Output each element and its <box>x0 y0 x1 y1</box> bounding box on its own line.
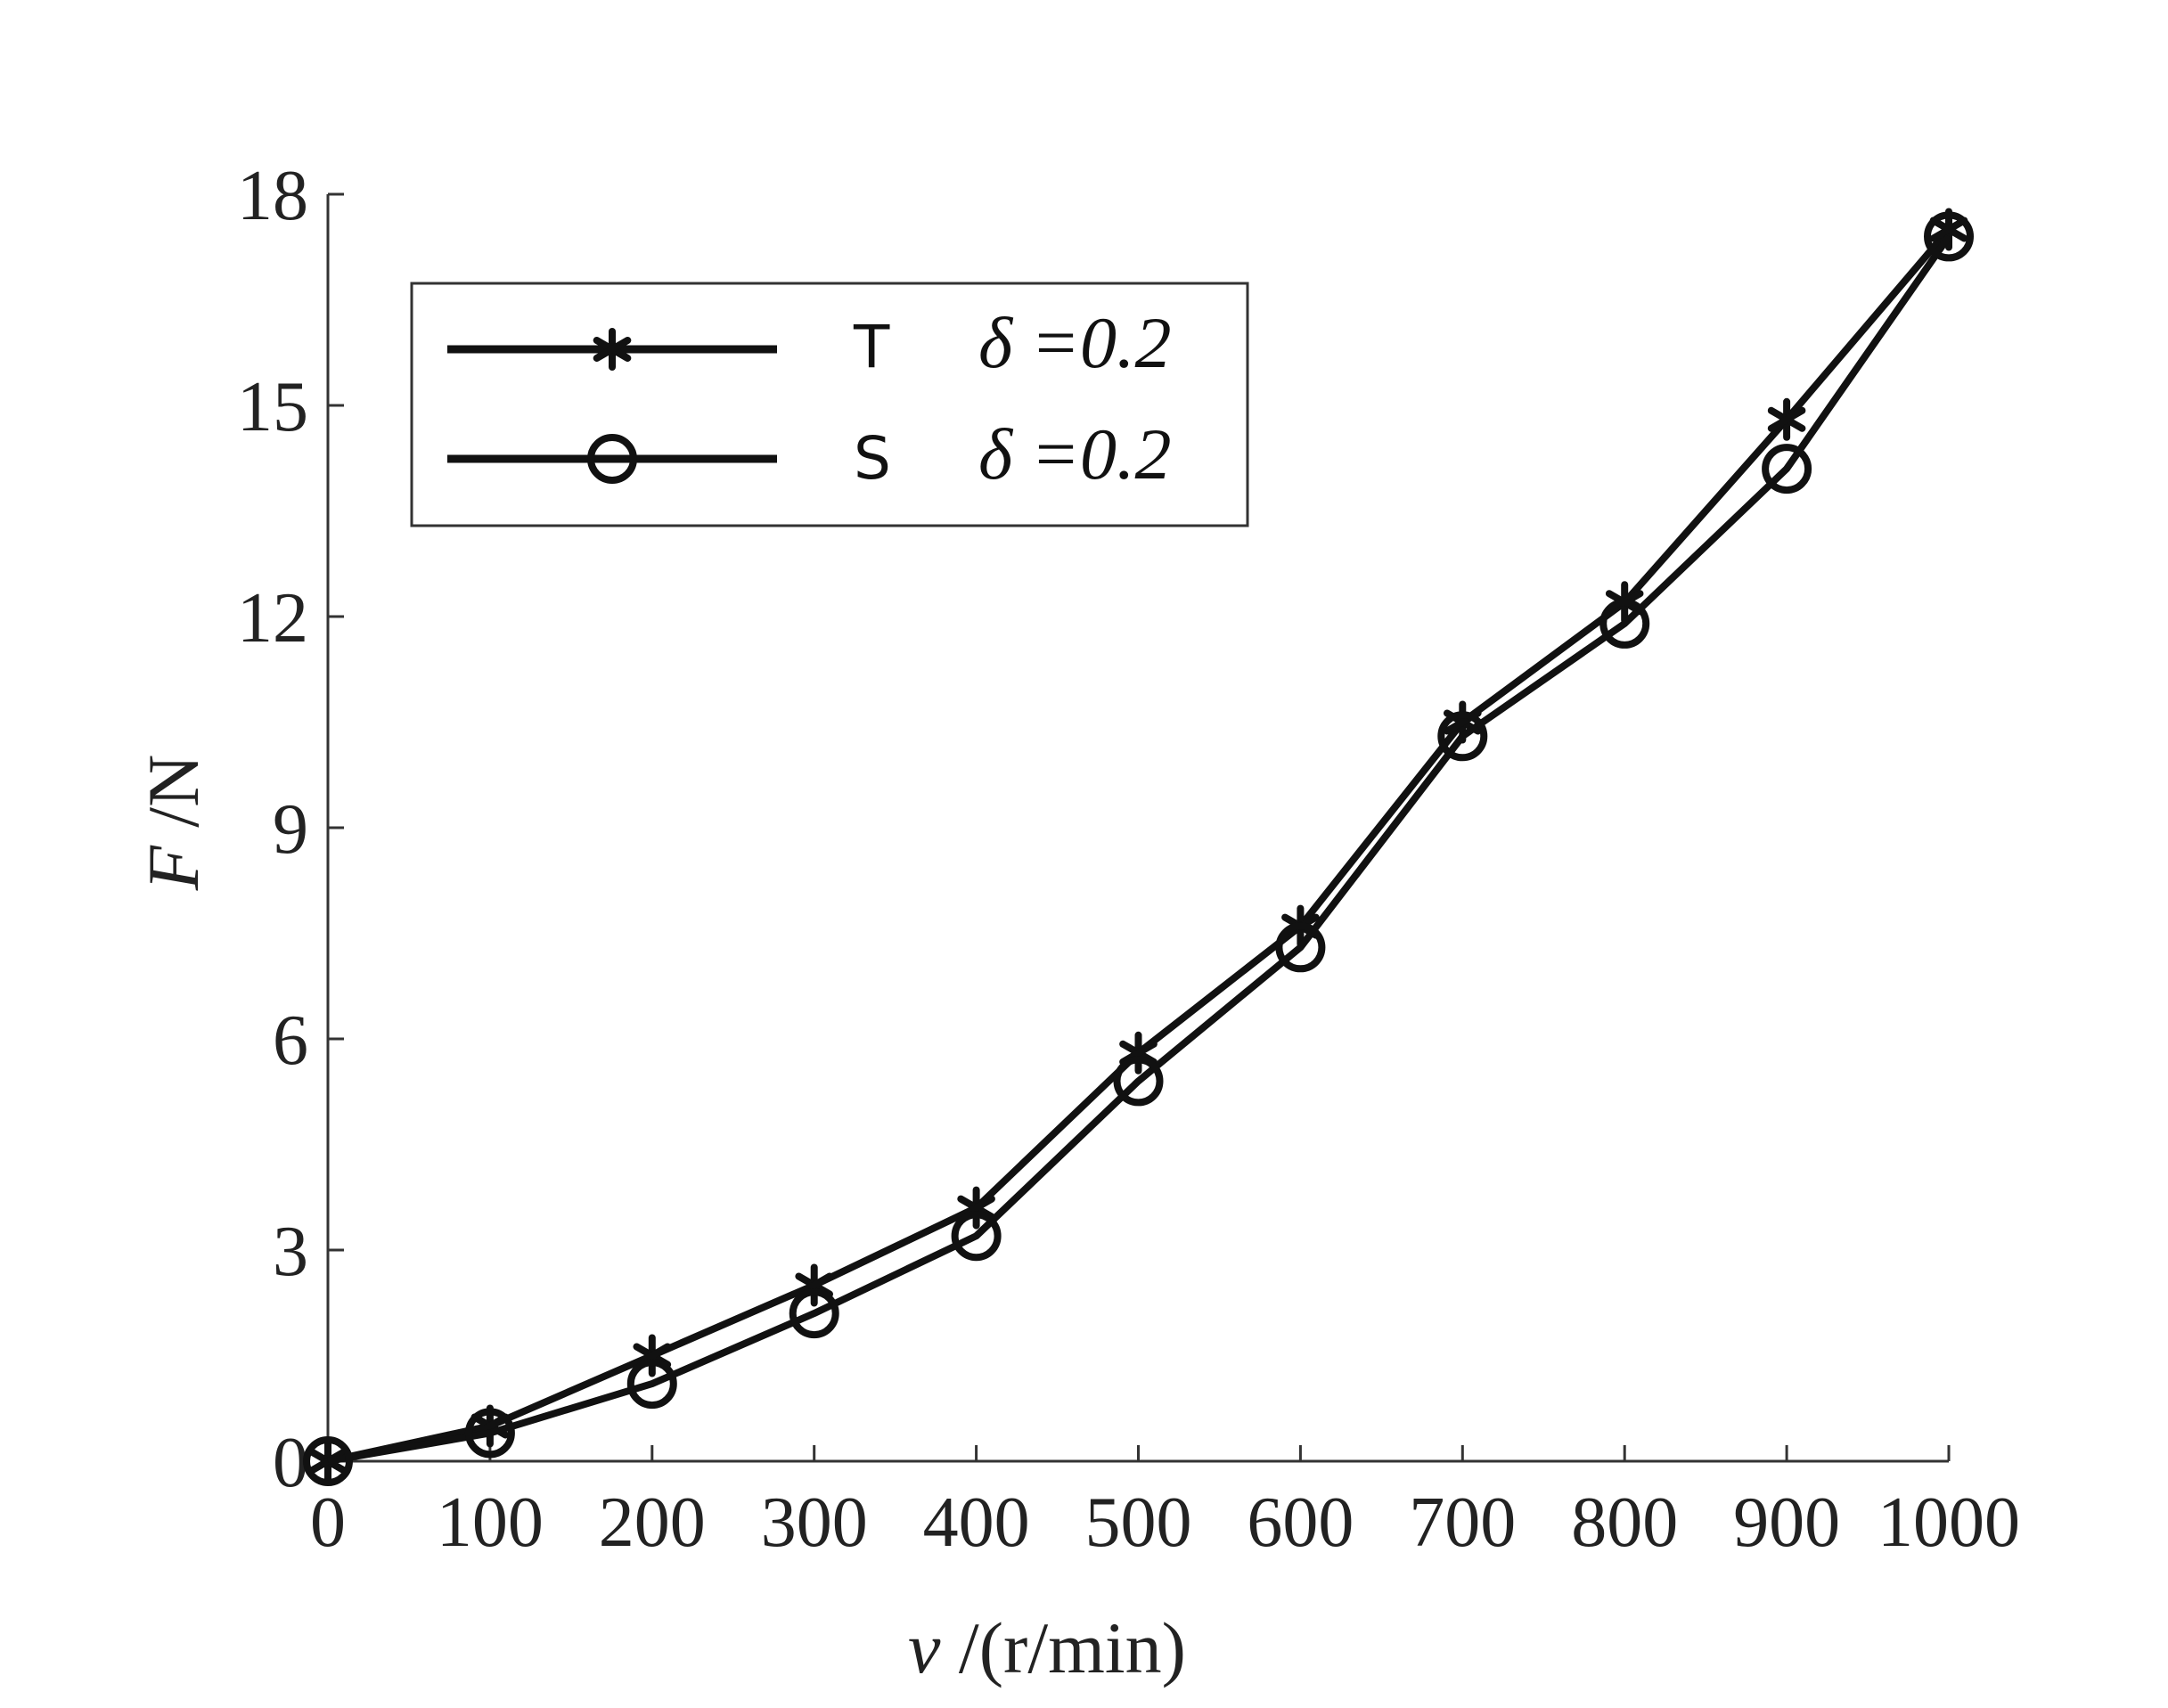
series-s <box>303 211 1974 1486</box>
data-point <box>1599 598 1650 649</box>
data-point <box>464 1408 515 1459</box>
y-axis-label: F /N <box>133 755 214 892</box>
x-axis-label: v /(r/min) <box>908 1607 1186 1688</box>
legend-marker-t <box>593 328 632 371</box>
data-point <box>951 1211 1002 1262</box>
x-tick-label: 900 <box>1733 1483 1840 1562</box>
x-tick-label: 400 <box>923 1483 1030 1562</box>
legend-marker-icon <box>587 434 637 484</box>
legend: T δ =0.2 S δ =0.2 <box>410 282 1249 527</box>
data-point <box>1762 444 1812 494</box>
legend-label-s: S <box>854 424 891 493</box>
y-tick-label: 12 <box>237 579 308 658</box>
x-tick-label: 300 <box>761 1483 868 1562</box>
x-axis-var: v <box>908 1607 941 1688</box>
x-tick-label: 800 <box>1571 1483 1678 1562</box>
y-tick-label: 0 <box>273 1424 308 1502</box>
y-tick-label: 6 <box>273 1001 308 1080</box>
x-tick-label: 200 <box>599 1483 706 1562</box>
legend-param-t: δ =0.2 <box>978 302 1171 383</box>
x-axis-unit: /(r/min) <box>940 1607 1186 1688</box>
data-point <box>626 1359 677 1410</box>
legend-label-t: T <box>853 313 890 381</box>
axes: 0 100 200 300 400 500 600 700 800 900 1000 0 3 6 9 12 15… <box>237 157 2020 1562</box>
legend-marker-s <box>587 434 637 484</box>
y-axis-unit: /N <box>133 755 214 846</box>
x-tick-label: 100 <box>437 1483 544 1562</box>
y-tick-label: 18 <box>237 157 308 235</box>
legend-box <box>410 282 1249 527</box>
data-point <box>1437 711 1488 762</box>
y-axis-var: F <box>133 845 214 891</box>
y-tick-label: 15 <box>237 368 308 446</box>
data-point <box>1113 1056 1164 1107</box>
data-point <box>1767 397 1806 441</box>
data-point <box>1924 211 1974 262</box>
data-point <box>789 1288 839 1339</box>
legend-marker-icon <box>593 328 632 371</box>
series-line <box>327 234 1952 1465</box>
x-tick-label: 1000 <box>1878 1483 2020 1562</box>
x-tick-label: 600 <box>1247 1483 1354 1562</box>
y-tick-label: 9 <box>273 790 308 869</box>
data-point <box>303 1436 353 1486</box>
x-tick-label: 0 <box>310 1483 346 1562</box>
x-tick-label: 700 <box>1409 1483 1516 1562</box>
series-layer <box>303 208 1974 1486</box>
data-point <box>1275 922 1326 973</box>
legend-param-s: δ =0.2 <box>978 413 1171 494</box>
x-tick-label: 500 <box>1085 1483 1192 1562</box>
y-tick-label: 3 <box>273 1213 308 1291</box>
